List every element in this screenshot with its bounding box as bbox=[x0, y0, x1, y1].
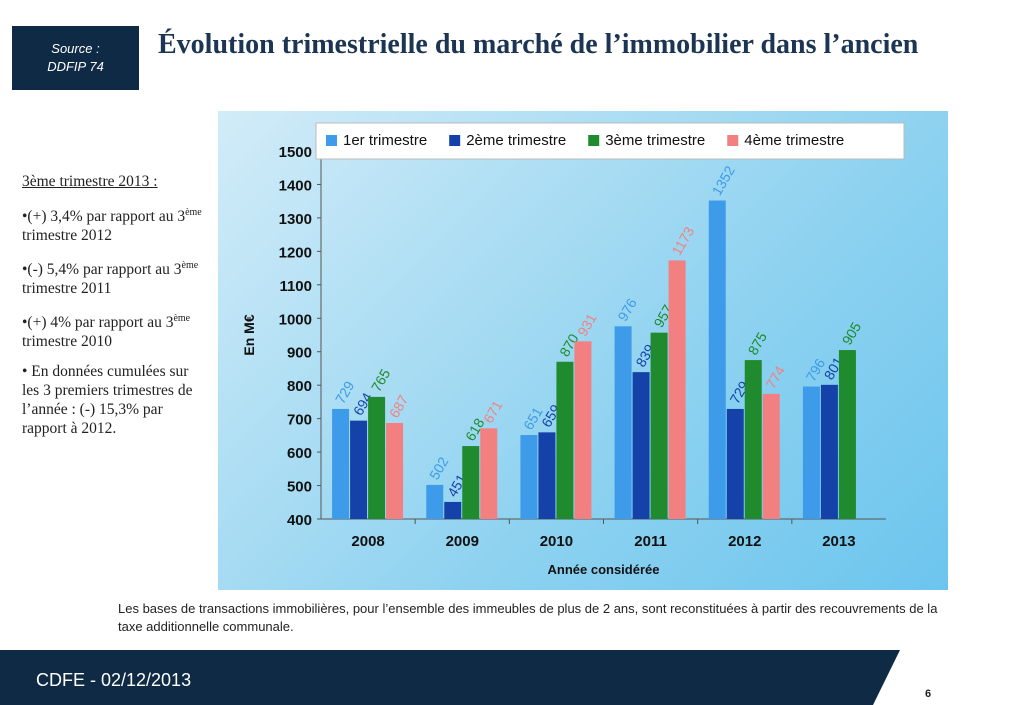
footer-text: CDFE - 02/12/2013 bbox=[36, 670, 192, 690]
legend-swatch bbox=[588, 135, 600, 146]
page-number: 6 bbox=[925, 688, 932, 700]
y-tick-label: 1100 bbox=[279, 278, 312, 295]
footnote: Les bases de transactions immobilières, … bbox=[118, 601, 938, 634]
y-tick-label: 1200 bbox=[279, 244, 312, 261]
y-axis-label: En M€ bbox=[241, 314, 257, 355]
y-tick-label: 400 bbox=[287, 512, 312, 529]
legend-label: 3ème trimestre bbox=[605, 132, 705, 149]
y-tick-label: 1000 bbox=[279, 311, 312, 328]
legend-swatch bbox=[449, 135, 461, 146]
bar bbox=[802, 386, 820, 519]
source-label: Source : bbox=[51, 41, 100, 56]
legend-label: 1er trimestre bbox=[343, 132, 427, 149]
data-label: 502 bbox=[426, 454, 452, 482]
legend-swatch bbox=[727, 135, 739, 146]
bar bbox=[386, 422, 404, 519]
x-axis-label: Année considérée bbox=[548, 562, 660, 577]
bar bbox=[708, 200, 726, 519]
bar bbox=[368, 396, 386, 519]
bar bbox=[838, 350, 856, 519]
data-label: 931 bbox=[574, 310, 600, 338]
bar bbox=[820, 384, 838, 519]
sidebar-heading: 3ème trimestre 2013 : bbox=[22, 173, 158, 190]
bar bbox=[650, 332, 668, 519]
data-label: 976 bbox=[614, 295, 640, 323]
source-name: DDFIP 74 bbox=[47, 59, 104, 74]
data-label: 765 bbox=[368, 366, 394, 394]
data-label: 1352 bbox=[708, 163, 738, 198]
bar bbox=[426, 484, 444, 519]
bar-chart: 400 500 600 700 800 900 1000 1100 1200 1300 1400 15… bbox=[241, 122, 905, 577]
y-tick-label: 900 bbox=[287, 345, 312, 362]
x-tick-label: 2013 bbox=[822, 533, 855, 550]
legend-label: 4ème trimestre bbox=[744, 132, 844, 149]
footer-bar: CDFE - 02/12/2013 bbox=[0, 650, 900, 705]
x-tick-label: 2008 bbox=[351, 533, 384, 550]
y-tick-label: 1400 bbox=[279, 177, 312, 194]
x-tick-label: 2009 bbox=[446, 533, 479, 550]
legend-swatch bbox=[326, 135, 337, 146]
legend-box bbox=[315, 122, 905, 160]
sidebar-point: •(-) 5,4% par rapport au 3ème trimestre … bbox=[22, 260, 199, 298]
y-tick-label: 800 bbox=[287, 378, 312, 395]
bar bbox=[444, 501, 462, 519]
bar bbox=[350, 420, 368, 519]
y-tick-label: 600 bbox=[287, 445, 312, 462]
sidebar-point: •(+) 3,4% par rapport au 3ème trimestre … bbox=[22, 207, 202, 245]
bar bbox=[744, 360, 762, 519]
bar bbox=[520, 435, 538, 519]
sidebar-notes: 3ème trimestre 2013 : •(+) 3,4% par rapp… bbox=[22, 172, 207, 449]
bar bbox=[614, 326, 632, 519]
x-tick-label: 2010 bbox=[540, 533, 573, 550]
y-tick-label: 1300 bbox=[279, 211, 312, 228]
bar bbox=[332, 408, 350, 519]
data-label: 1173 bbox=[668, 224, 697, 258]
y-tick-label: 700 bbox=[287, 412, 312, 429]
sidebar-point: • En données cumulées sur les 3 premiers… bbox=[22, 363, 193, 438]
data-label: 774 bbox=[762, 363, 788, 391]
bar bbox=[556, 361, 574, 519]
bar bbox=[762, 393, 780, 519]
legend-label: 2ème trimestre bbox=[466, 132, 566, 149]
data-label: 875 bbox=[744, 329, 770, 357]
bar bbox=[632, 372, 650, 519]
y-tick-label: 500 bbox=[287, 479, 312, 496]
data-label: 905 bbox=[839, 319, 865, 347]
bar bbox=[480, 428, 498, 519]
data-label: 687 bbox=[386, 392, 412, 420]
sidebar-point: •(+) 4% par rapport au 3ème trimestre 20… bbox=[22, 313, 191, 351]
source-box: Source : DDFIP 74 bbox=[12, 26, 139, 90]
y-tick-label: 1500 bbox=[279, 144, 312, 161]
bar bbox=[538, 432, 556, 519]
page-title: Évolution trimestrielle du marché de l’i… bbox=[158, 29, 919, 60]
x-tick-label: 2012 bbox=[728, 533, 761, 550]
bar bbox=[726, 408, 744, 519]
bar bbox=[668, 260, 686, 519]
bar bbox=[574, 341, 592, 519]
bar bbox=[462, 446, 480, 519]
x-tick-label: 2011 bbox=[634, 533, 667, 550]
